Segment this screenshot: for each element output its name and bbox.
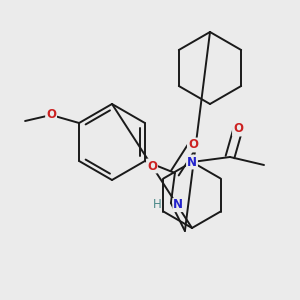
Text: O: O	[147, 160, 157, 172]
Text: H: H	[152, 199, 161, 212]
Text: N: N	[173, 199, 183, 212]
Text: O: O	[233, 122, 243, 136]
Text: O: O	[188, 139, 198, 152]
Text: N: N	[187, 155, 197, 169]
Text: O: O	[46, 109, 56, 122]
